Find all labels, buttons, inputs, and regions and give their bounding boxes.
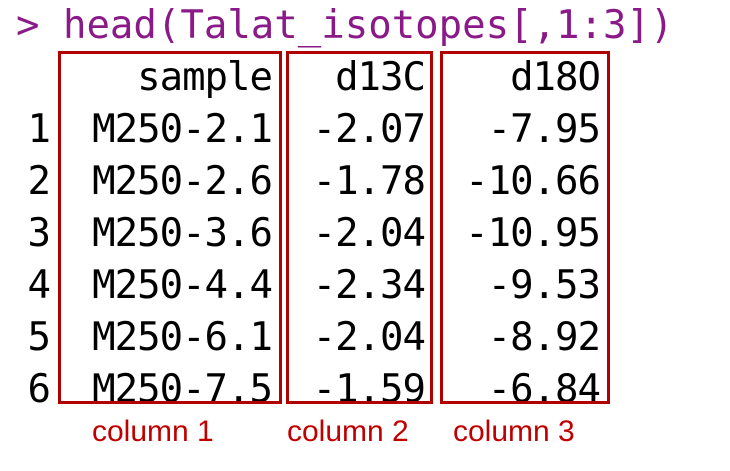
row-name: 1 [27, 107, 51, 152]
column-2-highlight-box [286, 51, 433, 404]
table-cell: M250-2.6 [92, 159, 273, 204]
table-cell: M250-2.1 [92, 107, 273, 152]
d18o-column: d18O -7.95 -10.66 -10.95 -9.53 -8.92 -6.… [446, 52, 601, 416]
row-name: 3 [27, 211, 51, 256]
row-name: 5 [27, 315, 51, 360]
table-cell: -2.04 [312, 315, 426, 360]
table-cell: -2.34 [312, 263, 426, 308]
table-cell: -9.53 [487, 263, 601, 308]
table-cell: M250-3.6 [92, 211, 273, 256]
table-cell: M250-4.4 [92, 263, 273, 308]
table-cell: -1.78 [312, 159, 426, 204]
table-cell: M250-7.5 [92, 367, 273, 412]
column-header-d13c: d13C [335, 55, 426, 100]
row-name: 2 [27, 159, 51, 204]
row-names-column: 1 2 3 4 5 6 [10, 52, 51, 416]
column-1-caption: column 1 [92, 415, 214, 448]
command-line: > head(Talat_isotopes[,1:3]) [16, 1, 673, 51]
row-name: 4 [27, 263, 51, 308]
console-command: head(Talat_isotopes[,1:3]) [62, 3, 674, 48]
d13c-column: d13C -2.07 -1.78 -2.04 -2.34 -2.04 -1.59 [292, 52, 426, 416]
table-cell: -8.92 [487, 315, 601, 360]
table-cell: -1.59 [312, 367, 426, 412]
table-cell: -2.07 [312, 107, 426, 152]
sample-column: sample M250-2.1 M250-2.6 M250-3.6 M250-4… [64, 52, 273, 416]
table-cell: -10.95 [465, 211, 601, 256]
header-spacer [10, 52, 50, 104]
table-cell: -6.84 [487, 367, 601, 412]
table-cell: -7.95 [487, 107, 601, 152]
column-3-caption: column 3 [453, 415, 575, 448]
column-header-sample: sample [137, 55, 273, 100]
column-header-d18o: d18O [510, 55, 601, 100]
table-cell: -2.04 [312, 211, 426, 256]
row-name: 6 [27, 367, 51, 412]
table-cell: M250-6.1 [92, 315, 273, 360]
table-cell: -10.66 [465, 159, 601, 204]
column-2-caption: column 2 [287, 415, 409, 448]
column-3-highlight-box [440, 51, 610, 404]
column-1-highlight-box [58, 51, 282, 404]
console-prompt: > [16, 3, 63, 48]
